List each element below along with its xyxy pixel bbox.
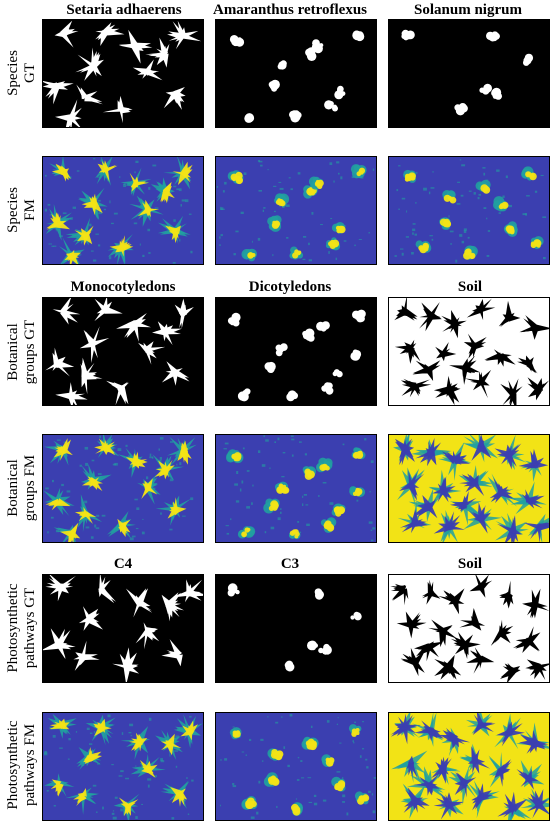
col-title-dicotyledons: Dicotyledons xyxy=(248,279,332,295)
col-title-c4: C4 xyxy=(113,556,133,572)
col-title-setaria: Setaria adhaerens xyxy=(66,2,182,18)
botanical-fm-soil-map xyxy=(388,434,550,543)
botanical-gt-dicotyledons-mask xyxy=(215,297,377,406)
botanical-fm-monocotyledons-map xyxy=(42,434,204,543)
species-fm-setaria-map xyxy=(42,156,204,265)
botanical-gt-monocotyledons-mask xyxy=(42,297,204,406)
col-title-amaranthus: Amaranthus retroflexus xyxy=(212,2,368,18)
photosynthetic-fm-soil-map xyxy=(388,712,550,821)
col-title-soil-photosynthetic: Soil xyxy=(457,556,483,572)
col-title-soil-botanical: Soil xyxy=(457,279,483,295)
species-gt-solanum-mask xyxy=(388,19,550,128)
botanical-gt-soil-mask xyxy=(388,297,550,406)
photosynthetic-fm-c4-map xyxy=(42,712,204,821)
species-gt-amaranthus-mask xyxy=(215,19,377,128)
photosynthetic-gt-c4-mask xyxy=(42,574,204,683)
photosynthetic-gt-c3-mask xyxy=(215,574,377,683)
photosynthetic-fm-c3-map xyxy=(215,712,377,821)
col-title-solanum: Solanum nigrum xyxy=(414,2,522,18)
col-title-c3: C3 xyxy=(280,556,300,572)
botanical-fm-dicotyledons-map xyxy=(215,434,377,543)
species-fm-amaranthus-map xyxy=(215,156,377,265)
col-title-monocotyledons: Monocotyledons xyxy=(70,279,176,295)
species-fm-solanum-map xyxy=(388,156,550,265)
photosynthetic-gt-soil-mask xyxy=(388,574,550,683)
species-gt-setaria-mask xyxy=(42,19,204,128)
